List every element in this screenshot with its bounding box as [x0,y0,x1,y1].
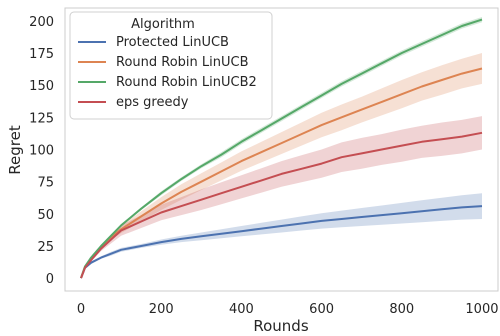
x-axis-label: Rounds [253,317,308,335]
y-tick-label: 75 [37,176,54,191]
y-tick-label: 50 [37,208,54,223]
eps-greedy-band [81,116,482,279]
y-tick-label: 175 [29,47,54,62]
round-robin-linucb2-legend-label: Round Robin LinUCB2 [116,75,257,90]
legend-items: Protected LinUCB Round Robin LinUCB Round … [78,35,257,110]
eps-greedy-line [80,131,483,279]
y-tick-label: 150 [29,79,54,94]
round-robin-linucb-legend-label: Round Robin LinUCB [116,55,249,70]
y-tick-label: 200 [29,15,54,30]
legend: Algorithm Protected LinUCB Round Robin Li… [69,11,273,120]
y-axis-ticks: 0 25 50 75 100 125 150 175 200 [29,15,54,287]
y-tick-label: 0 [46,272,54,287]
series-lines [80,18,483,279]
y-tick-label: 25 [37,240,54,255]
x-tick-label: 800 [389,302,414,317]
x-tick-label: 200 [149,302,174,317]
y-axis-label: Regret [6,125,24,175]
x-tick-label: 600 [309,302,334,317]
x-tick-label: 400 [229,302,254,317]
eps-greedy-legend-label: eps greedy [116,95,189,110]
y-tick-label: 125 [29,111,54,126]
legend-box [69,11,273,120]
protected-linucb-line [80,205,483,279]
x-tick-label: 1000 [465,302,498,317]
round-robin-linucb-band [81,53,482,279]
x-axis-ticks: 0 200 400 600 800 1000 [77,302,499,317]
protected-linucb-legend-label: Protected LinUCB [116,35,229,50]
y-tick-label: 100 [29,144,54,159]
round-robin-linucb2-line [80,18,483,279]
x-tick-label: 0 [77,302,85,317]
legend-title: Algorithm [131,17,195,32]
